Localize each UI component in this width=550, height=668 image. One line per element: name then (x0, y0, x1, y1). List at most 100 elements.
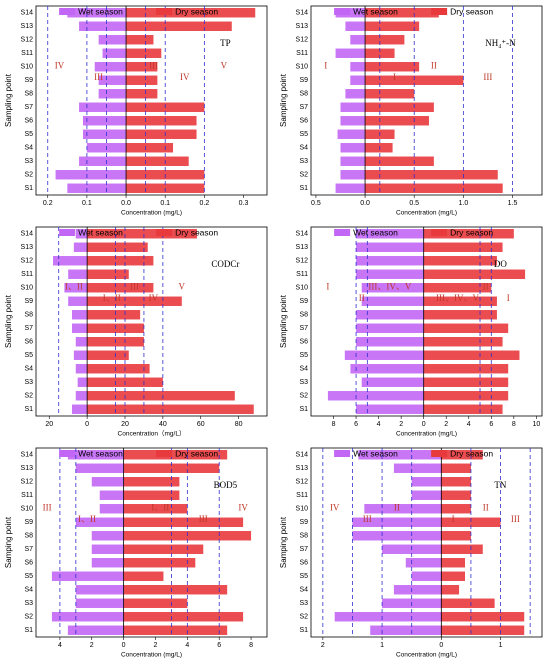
bar (98, 75, 127, 85)
bar (423, 310, 497, 320)
x-tick-label: 1.5 (508, 200, 518, 207)
bar (123, 571, 164, 581)
bar (441, 517, 501, 527)
plot-frame (35, 226, 268, 417)
y-tick-label: S6 (24, 339, 33, 346)
bar (423, 323, 509, 333)
bar (91, 558, 124, 568)
panel: 4 2 0 2 4 6 8 S1 S2 S3 S4 S5 S6 S7 S8 S9 S10 S11 S12 S13 S14… (4, 447, 268, 659)
y-tick-label: S13 (21, 244, 34, 251)
x-tick-label: 0.1 (82, 200, 92, 207)
x-tick-label: 0 (439, 642, 443, 649)
bar (82, 116, 127, 126)
bar (441, 544, 483, 554)
y-axis-label: Sampling point (279, 294, 288, 348)
y-tick-label: S5 (299, 573, 308, 580)
legend-label: Wet season (78, 448, 123, 458)
y-tick-label: S1 (299, 185, 308, 192)
x-tick-label: 10 (532, 421, 540, 428)
x-tick-label: 8 (332, 421, 336, 428)
plot-frame (310, 447, 543, 638)
y-tick-label: S1 (24, 406, 33, 413)
bar (335, 8, 366, 18)
x-tick-label: 6 (354, 421, 358, 428)
x-axis-label: Concentration (mg/L) (396, 431, 457, 438)
zone-label: V (221, 61, 228, 71)
bar (67, 625, 124, 635)
bar (87, 296, 182, 306)
bar (71, 404, 88, 414)
zone-label: II (431, 61, 437, 71)
zone-label: III (149, 61, 158, 71)
y-tick-label: S8 (24, 91, 33, 98)
x-tick-label: 0 (85, 421, 89, 428)
plot-frame (310, 226, 543, 417)
x-axis-label: Concentration (mg/L) (121, 652, 182, 659)
bar (350, 364, 424, 374)
bar (441, 490, 471, 500)
y-tick-label: S6 (24, 560, 33, 567)
bar (126, 62, 158, 72)
bar (423, 337, 503, 347)
y-tick-label: S1 (299, 627, 308, 634)
bar (365, 48, 395, 58)
x-tick-label: 6 (489, 421, 493, 428)
zone-label: IV (238, 503, 248, 513)
legend-label: Dry season (175, 227, 218, 237)
y-tick-label: S14 (21, 10, 34, 17)
y-tick-label: S7 (24, 546, 33, 553)
zone-label: III (199, 514, 208, 524)
y-tick-label: S5 (24, 573, 33, 580)
bar (123, 612, 244, 622)
bar (350, 35, 366, 45)
x-tick-label: 2 (444, 421, 448, 428)
zone-label: III (94, 72, 103, 82)
bar (441, 558, 465, 568)
legend-label: Wet season (353, 6, 398, 16)
bar (423, 242, 503, 252)
y-tick-label: S14 (296, 452, 309, 459)
bar (441, 598, 495, 608)
y-tick-label: S6 (299, 339, 308, 346)
bar (365, 143, 393, 153)
bar (53, 256, 88, 266)
bar (441, 504, 471, 514)
bar (68, 269, 88, 279)
bar (352, 517, 442, 527)
bar (75, 598, 124, 608)
y-tick-label: S4 (24, 587, 33, 594)
legend-label: Wet season (78, 227, 123, 237)
bar (87, 229, 197, 239)
bar (75, 337, 88, 347)
bar (75, 391, 88, 401)
bar (123, 544, 204, 554)
y-tick-label: S9 (24, 519, 33, 526)
bar (334, 612, 442, 622)
bar (370, 625, 442, 635)
y-axis-label: Samping point (4, 516, 13, 568)
bar (441, 477, 471, 487)
bar (405, 558, 442, 568)
y-tick-label: S3 (299, 158, 308, 165)
zone-label: II (483, 503, 489, 513)
y-axis-label: Samping point (279, 516, 288, 568)
y-tick-label: S3 (299, 379, 308, 386)
x-tick-label: 1 (499, 642, 503, 649)
bar (91, 477, 124, 487)
zone-label: I、II (103, 293, 121, 303)
bar (123, 585, 228, 595)
y-tick-label: S11 (21, 271, 33, 278)
bar (126, 116, 197, 126)
legend-swatch (334, 8, 351, 15)
bar (423, 364, 509, 374)
bar (340, 156, 366, 166)
bar (123, 477, 180, 487)
panel-title: TP (220, 38, 231, 48)
zone-label: III (511, 514, 520, 524)
panel-title: DO (494, 259, 507, 269)
bar (365, 183, 503, 193)
zone-label: II (483, 282, 489, 292)
y-tick-label: S13 (21, 23, 34, 30)
panel: 0.5 0.0 0.5 1.0 1.5 S1 S2 S3 S4 S5 S6 S7 S8 S9 S10 S11 S… (279, 5, 543, 217)
legend-swatch (431, 229, 448, 236)
